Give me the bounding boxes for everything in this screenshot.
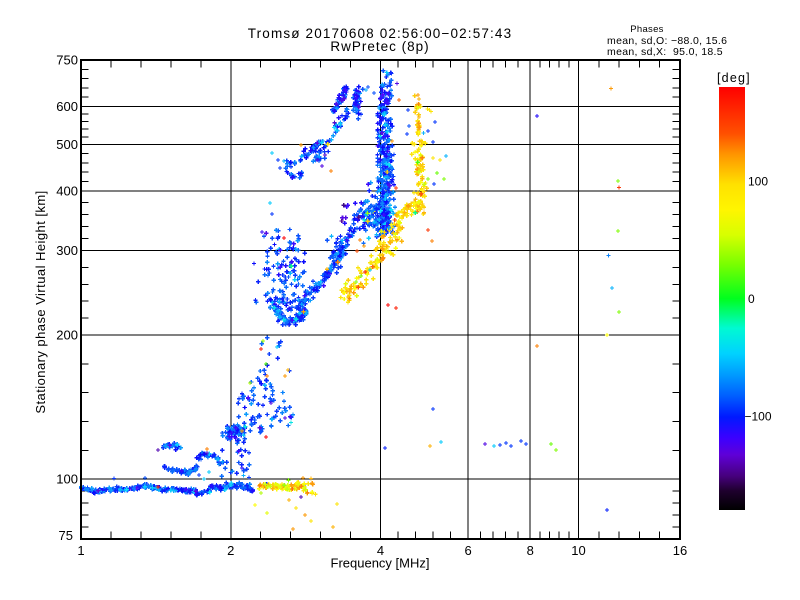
svg-text:Phases: Phases [630,24,664,35]
svg-text:−100: −100 [745,410,772,424]
svg-text:6: 6 [464,543,471,558]
svg-text:8: 8 [527,543,534,558]
svg-text:Tromsø 20170608 02:56:00−02:57: Tromsø 20170608 02:56:00−02:57:43 [248,26,513,41]
svg-text:Stationary phase Virtual Heigh: Stationary phase Virtual Height [km] [33,190,48,413]
svg-text:mean, sd,X: 95.0, 18.5: mean, sd,X: 95.0, 18.5 [607,46,723,58]
svg-text:2: 2 [227,543,234,558]
svg-text:600: 600 [56,99,78,114]
svg-text:200: 200 [56,328,78,343]
svg-text:400: 400 [56,183,78,198]
svg-text:Frequency [MHz]: Frequency [MHz] [331,556,430,571]
svg-text:RwPretec (8p): RwPretec (8p) [330,39,429,54]
svg-text:10: 10 [571,543,585,558]
svg-text:750: 750 [56,53,78,68]
svg-text:300: 300 [56,243,78,258]
svg-text:mean, sd,O: −88.0, 15.6: mean, sd,O: −88.0, 15.6 [607,35,727,47]
svg-text:[deg]: [deg] [717,71,751,85]
svg-text:500: 500 [56,137,78,152]
svg-text:75: 75 [59,528,73,543]
svg-text:1: 1 [77,543,84,558]
svg-text:100: 100 [748,175,768,189]
svg-text:0: 0 [748,292,755,306]
svg-text:4: 4 [377,543,384,558]
svg-text:100: 100 [56,472,78,487]
svg-text:16: 16 [673,543,687,558]
